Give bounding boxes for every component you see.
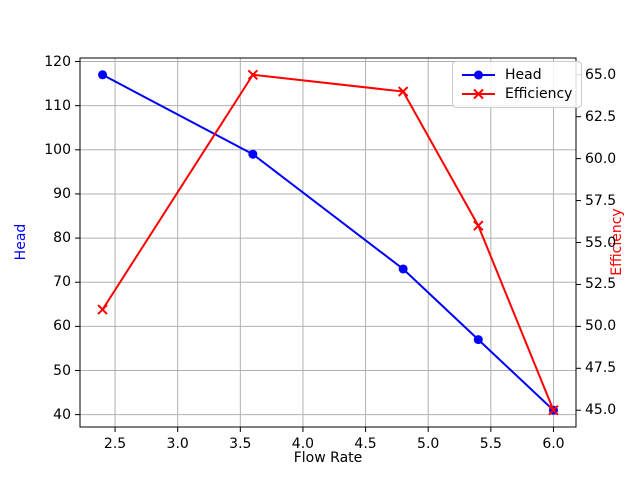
data-point-x-marker [247, 69, 259, 80]
y-tick-label-right: 62.5 [585, 108, 617, 125]
y-tick-label-left: 100 [44, 141, 71, 158]
legend-head-line-icon [462, 70, 495, 80]
y-tick-label-left: 110 [44, 97, 71, 114]
data-point-x-marker [548, 405, 559, 416]
y-tick-label-left: 60 [53, 318, 71, 335]
legend-item-efficiency: Efficiency [460, 86, 572, 102]
data-point-circle-marker [473, 335, 483, 345]
x-axis-label: Flow Rate [293, 450, 363, 466]
x-tick-label: 5.0 [417, 436, 440, 452]
y-tick-label-left: 50 [53, 362, 71, 379]
y-tick-label-right: 57.5 [585, 192, 617, 209]
y-tick-label-right: 45.0 [585, 402, 617, 419]
legend-item-head: Head [460, 67, 572, 83]
data-point-circle-marker [248, 149, 258, 159]
y-tick-label-left: 90 [53, 185, 71, 202]
data-point-x-marker [97, 304, 108, 315]
data-point-x-marker [473, 88, 484, 100]
y-tick-label-left: 40 [53, 406, 71, 423]
y-tick-label-left: 120 [44, 53, 71, 70]
series-line-efficiency [101, 73, 555, 411]
data-point-circle-marker [398, 264, 408, 274]
x-tick-label: 4.0 [291, 436, 315, 452]
legend-head-label: Head [505, 67, 542, 83]
y-tick-label-right: 50.0 [585, 318, 617, 335]
y-tick-label-right: 47.5 [585, 360, 617, 377]
legend-efficiency-line-icon [462, 88, 495, 100]
x-tick-label: 6.0 [542, 436, 565, 452]
y-tick-label-right: 65.0 [585, 66, 617, 83]
data-point-x-marker [473, 220, 484, 231]
x-tick-label: 3.5 [229, 436, 252, 452]
y-tick-label-right: 60.0 [585, 150, 617, 167]
x-tick-label: 3.0 [166, 436, 189, 452]
y-tick-label-left: 70 [53, 274, 71, 291]
data-point-circle-marker [98, 70, 108, 80]
y-tick-label-right: 55.0 [585, 234, 617, 251]
data-point-circle-marker [474, 70, 483, 80]
y-tick-label-right: 52.5 [585, 276, 617, 293]
y-tick-label-left: 80 [53, 230, 71, 247]
x-tick-label: 5.5 [479, 436, 502, 452]
data-point-x-marker [397, 86, 409, 97]
x-tick-label: 4.5 [354, 436, 377, 452]
x-tick-label: 2.5 [103, 436, 127, 452]
legend: Head Efficiency [452, 61, 583, 108]
legend-efficiency-label: Efficiency [505, 86, 573, 102]
plot-border [79, 57, 577, 428]
